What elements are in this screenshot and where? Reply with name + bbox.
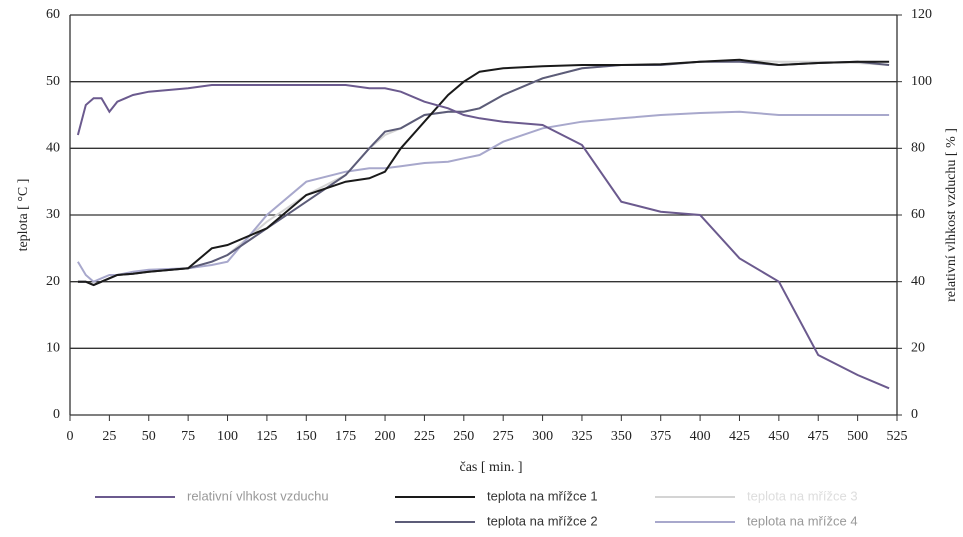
legend-label: relativní vlhkost vzduchu <box>187 488 329 503</box>
legend-label: teplota na mřížce 2 <box>487 513 598 528</box>
x-tick-label: 500 <box>847 429 868 444</box>
y-tick-label: 40 <box>46 141 60 156</box>
x-tick-label: 125 <box>256 429 277 444</box>
y2-tick-label: 120 <box>911 7 932 22</box>
series-line <box>77 59 890 287</box>
y-tick-label: 30 <box>46 207 60 222</box>
x-tick-label: 475 <box>808 429 829 444</box>
series-line <box>77 58 890 287</box>
legend-label: teplota na mřížce 4 <box>747 513 858 528</box>
x-tick-label: 0 <box>67 429 74 444</box>
y2-axis-label: relativní vlhkost vzduchu [ % ] <box>944 128 959 302</box>
y-tick-label: 20 <box>46 274 60 289</box>
legend-label: teplota na mřížce 1 <box>487 488 598 503</box>
x-tick-label: 425 <box>729 429 750 444</box>
x-tick-label: 375 <box>650 429 671 444</box>
x-tick-label: 275 <box>493 429 514 444</box>
x-tick-label: 200 <box>375 429 396 444</box>
series-line <box>77 110 890 283</box>
y-tick-label: 10 <box>46 341 60 356</box>
x-tick-label: 525 <box>887 429 908 444</box>
x-tick-label: 350 <box>611 429 632 444</box>
x-tick-label: 25 <box>102 429 116 444</box>
y2-tick-label: 0 <box>911 407 918 422</box>
x-tick-label: 400 <box>690 429 711 444</box>
y2-tick-label: 80 <box>911 141 925 156</box>
x-axis-label: čas [ min. ] <box>460 460 523 475</box>
series-line <box>76 84 890 390</box>
x-tick-label: 100 <box>217 429 238 444</box>
series-line <box>77 60 890 287</box>
x-tick-label: 150 <box>296 429 317 444</box>
y2-tick-label: 60 <box>911 207 925 222</box>
y-axis-label: teplota [ °C ] <box>16 179 31 252</box>
legend-label: teplota na mřížce 3 <box>747 488 858 503</box>
x-tick-label: 75 <box>181 429 195 444</box>
y2-tick-label: 40 <box>911 274 925 289</box>
y-tick-label: 60 <box>46 7 60 22</box>
x-tick-label: 175 <box>335 429 356 444</box>
x-tick-label: 300 <box>532 429 553 444</box>
y2-tick-label: 100 <box>911 74 932 89</box>
y-tick-label: 50 <box>46 74 60 89</box>
x-tick-label: 250 <box>453 429 474 444</box>
x-tick-label: 50 <box>142 429 156 444</box>
y-tick-label: 0 <box>53 407 60 422</box>
x-tick-label: 325 <box>571 429 592 444</box>
x-tick-label: 450 <box>768 429 789 444</box>
x-tick-label: 225 <box>414 429 435 444</box>
y2-tick-label: 20 <box>911 341 925 356</box>
